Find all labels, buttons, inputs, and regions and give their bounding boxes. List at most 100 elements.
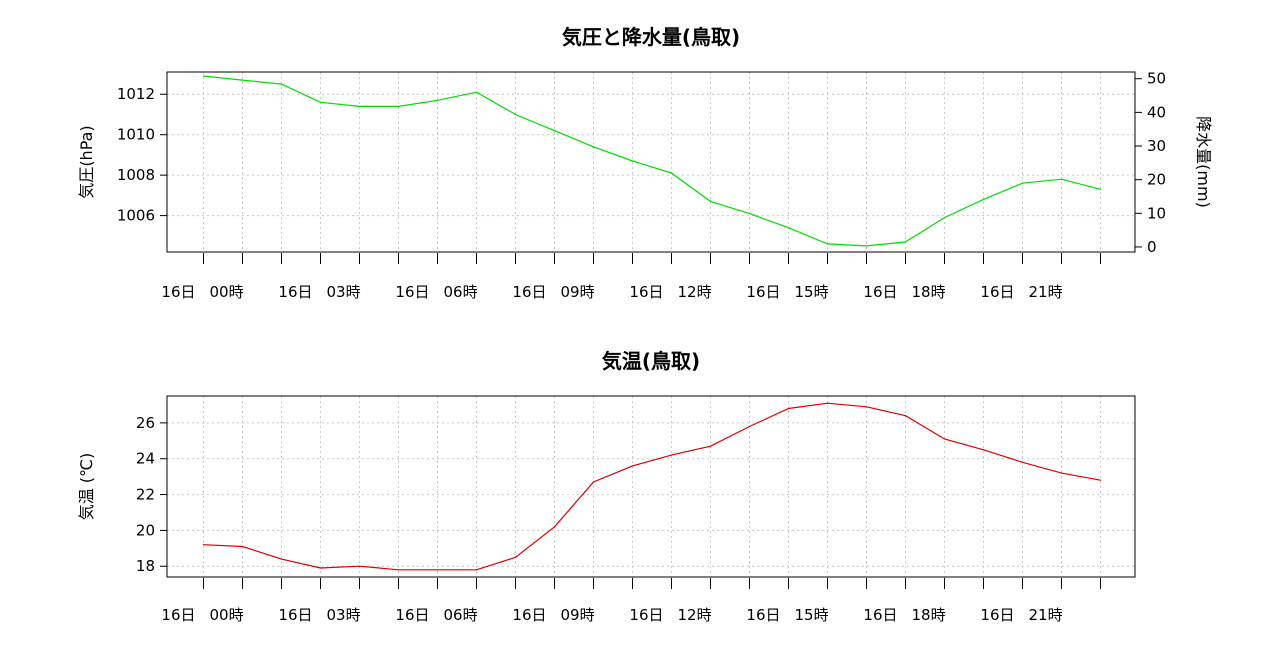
y-tick-label: 1008: [117, 166, 155, 184]
x-tick-label-time: 09時: [561, 283, 595, 301]
x-tick-label: 16日: [278, 606, 312, 624]
x-tick-label: 16日: [161, 283, 195, 301]
data-point: [1099, 479, 1102, 481]
x-tick-label-time: 00時: [210, 606, 244, 624]
y-tick-label: 1012: [117, 85, 155, 103]
data-point: [670, 454, 673, 456]
x-tick-label: 16日: [512, 606, 546, 624]
data-point: [358, 565, 361, 567]
data-point: [748, 425, 751, 428]
chart-title: 気温(鳥取): [602, 349, 700, 373]
data-point: [865, 406, 868, 408]
x-tick-label-time: 03時: [327, 606, 361, 624]
data-point: [826, 243, 829, 245]
x-tick-label-time: 21時: [1029, 283, 1063, 301]
data-point: [943, 217, 946, 219]
data-point: [475, 569, 478, 571]
data-point: [709, 445, 712, 447]
data-point: [397, 105, 400, 107]
y-axis-label: 気圧(hPa): [77, 125, 96, 198]
data-point: [553, 130, 556, 132]
data-point: [358, 105, 361, 107]
y-axis-label: 気温 (℃): [77, 453, 96, 521]
y-tick-label: 20: [136, 521, 155, 539]
x-tick-label-time: 09時: [561, 606, 595, 624]
data-point: [514, 556, 517, 558]
data-point: [1060, 472, 1063, 474]
x-tick-label-time: 06時: [444, 606, 478, 624]
data-point: [514, 113, 517, 116]
x-tick-label-time: 00時: [210, 283, 244, 301]
y2-tick-label: 10: [1147, 204, 1166, 222]
x-tick-label: 16日: [161, 606, 195, 624]
data-point: [280, 558, 283, 560]
y2-tick-label: 30: [1147, 137, 1166, 155]
y2-tick-label: 50: [1147, 70, 1166, 88]
data-point: [982, 449, 985, 451]
y-tick-label: 22: [136, 486, 155, 504]
data-point: [436, 99, 439, 101]
chart-title: 気圧と降水量(鳥取): [562, 25, 740, 49]
data-point: [865, 245, 868, 247]
y-tick-label: 26: [136, 414, 155, 432]
x-tick-label-time: 12時: [678, 606, 712, 624]
x-tick-label: 16日: [746, 283, 780, 301]
data-point: [982, 198, 985, 200]
x-tick-label: 16日: [395, 283, 429, 301]
data-point: [904, 241, 907, 243]
x-tick-label: 16日: [278, 283, 312, 301]
y2-tick-label: 20: [1147, 171, 1166, 189]
y2-tick-label: 0: [1147, 238, 1157, 256]
x-tick-label: 16日: [980, 606, 1014, 624]
data-point: [475, 91, 478, 93]
y-tick-label: 18: [136, 557, 155, 575]
y-tick-label: 24: [136, 450, 155, 468]
data-point: [436, 569, 439, 571]
data-point: [709, 200, 712, 202]
x-tick-label-time: 03時: [327, 283, 361, 301]
x-tick-label: 16日: [863, 283, 897, 301]
x-tick-label-time: 06時: [444, 283, 478, 301]
data-point: [748, 213, 751, 215]
data-point: [631, 160, 634, 162]
data-point: [319, 101, 322, 103]
series-line: [203, 75, 1101, 247]
data-point: [943, 438, 946, 440]
y2-axis-label: 降水量(mm): [1194, 116, 1213, 208]
data-point: [670, 172, 673, 174]
y2-tick-label: 40: [1147, 103, 1166, 121]
data-point: [280, 83, 283, 85]
x-tick-label-time: 18時: [912, 606, 946, 624]
x-tick-label: 16日: [512, 283, 546, 301]
data-point: [241, 79, 244, 81]
data-point: [631, 465, 634, 467]
data-point: [787, 227, 790, 229]
data-point: [202, 75, 205, 77]
x-tick-label: 16日: [629, 606, 663, 624]
data-point: [397, 569, 400, 571]
plot-frame: [166, 395, 1136, 578]
x-tick-label: 16日: [746, 606, 780, 624]
data-point: [553, 526, 556, 528]
x-tick-label-time: 15時: [795, 283, 829, 301]
x-tick-label: 16日: [863, 606, 897, 624]
x-tick-label-time: 12時: [678, 283, 712, 301]
x-tick-label: 16日: [980, 283, 1014, 301]
data-point: [826, 402, 829, 404]
y-tick-label: 1010: [117, 126, 155, 144]
x-tick-label: 16日: [629, 283, 663, 301]
series-line: [203, 402, 1101, 571]
data-point: [1099, 188, 1102, 190]
temperature-chart: 気温(鳥取) 18 20 22 24 26 気温 (℃) 16日 00時 16日 03時 16日 06時…: [77, 349, 1136, 624]
data-point: [202, 544, 205, 546]
x-tick-label-time: 18時: [912, 283, 946, 301]
data-point: [904, 415, 907, 417]
data-point: [1060, 178, 1063, 180]
plot-frame: [166, 71, 1136, 253]
data-point: [592, 146, 595, 148]
x-tick-label-time: 15時: [795, 606, 829, 624]
data-point: [787, 407, 790, 410]
data-point: [319, 567, 322, 569]
data-point: [1021, 182, 1024, 184]
